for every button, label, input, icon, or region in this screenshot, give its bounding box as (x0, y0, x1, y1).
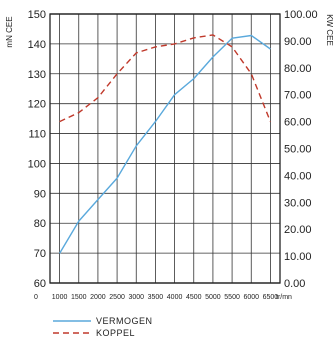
x-tick-label: 6500 (263, 294, 279, 301)
grid (49, 13, 281, 284)
right-axis-ticks: 0.00 10.00 20.00 30.00 40.00 50.00 60.00 70.00 8… (284, 9, 318, 290)
plot-frame (49, 13, 281, 284)
right-tick-label: 30.00 (284, 197, 312, 209)
x-tick-label: 4500 (186, 294, 202, 301)
right-axis-title: KW CEE (325, 14, 334, 46)
series-line-vermogen (58, 34, 271, 254)
right-tick-label: 60.00 (284, 117, 312, 129)
x-tick-label: 5000 (205, 294, 221, 301)
x-tick-label: 2500 (109, 294, 125, 301)
x-axis-ticks: 0 1000 1500 2000 2500 3000 3500 4000 4500 5000 550… (34, 294, 278, 301)
left-tick-label: 140 (28, 39, 46, 51)
left-axis-title: mN CEE (5, 16, 14, 47)
left-tick-label: 90 (34, 188, 46, 200)
left-axis-ticks: 60 70 80 90 100 110 120 130 140 150 (28, 9, 46, 290)
x-tick-label: 3500 (148, 294, 164, 301)
x-tick-label: 1000 (52, 294, 68, 301)
series-line-koppel (59, 34, 272, 123)
left-tick-label: 100 (28, 158, 46, 170)
left-tick-label: 60 (34, 278, 46, 290)
legend: VERMOGEN KOPPEL (53, 316, 153, 338)
x-tick-label: 1500 (71, 294, 87, 301)
x-tick-label: 3000 (128, 294, 144, 301)
x-tick-label: 2000 (90, 294, 106, 301)
left-tick-label: 130 (28, 69, 46, 81)
left-tick-label: 80 (34, 218, 46, 230)
right-tick-label: 20.00 (284, 224, 312, 236)
right-tick-label: 0.00 (284, 278, 305, 290)
legend-label-koppel: KOPPEL (96, 328, 135, 338)
right-tick-label: 90.00 (284, 36, 312, 48)
plot-area (50, 14, 280, 283)
right-tick-label: 100.00 (284, 9, 318, 21)
right-tick-label: 40.00 (284, 170, 312, 182)
x-tick-label: 6000 (243, 294, 259, 301)
x-tick-label: 4000 (167, 294, 183, 301)
right-tick-label: 80.00 (284, 63, 312, 75)
left-tick-label: 120 (28, 99, 46, 111)
left-tick-label: 110 (28, 129, 46, 141)
x-axis-unit: tr/mn (276, 294, 292, 301)
x-tick-label: 0 (34, 294, 38, 301)
right-tick-label: 70.00 (284, 90, 312, 102)
right-tick-label: 50.00 (284, 144, 312, 156)
series-layer (58, 34, 272, 254)
left-tick-label: 150 (28, 9, 46, 21)
legend-label-vermogen: VERMOGEN (96, 316, 153, 326)
x-tick-label: 5500 (224, 294, 240, 301)
left-tick-label: 70 (34, 248, 46, 260)
right-tick-label: 10.00 (284, 251, 312, 263)
